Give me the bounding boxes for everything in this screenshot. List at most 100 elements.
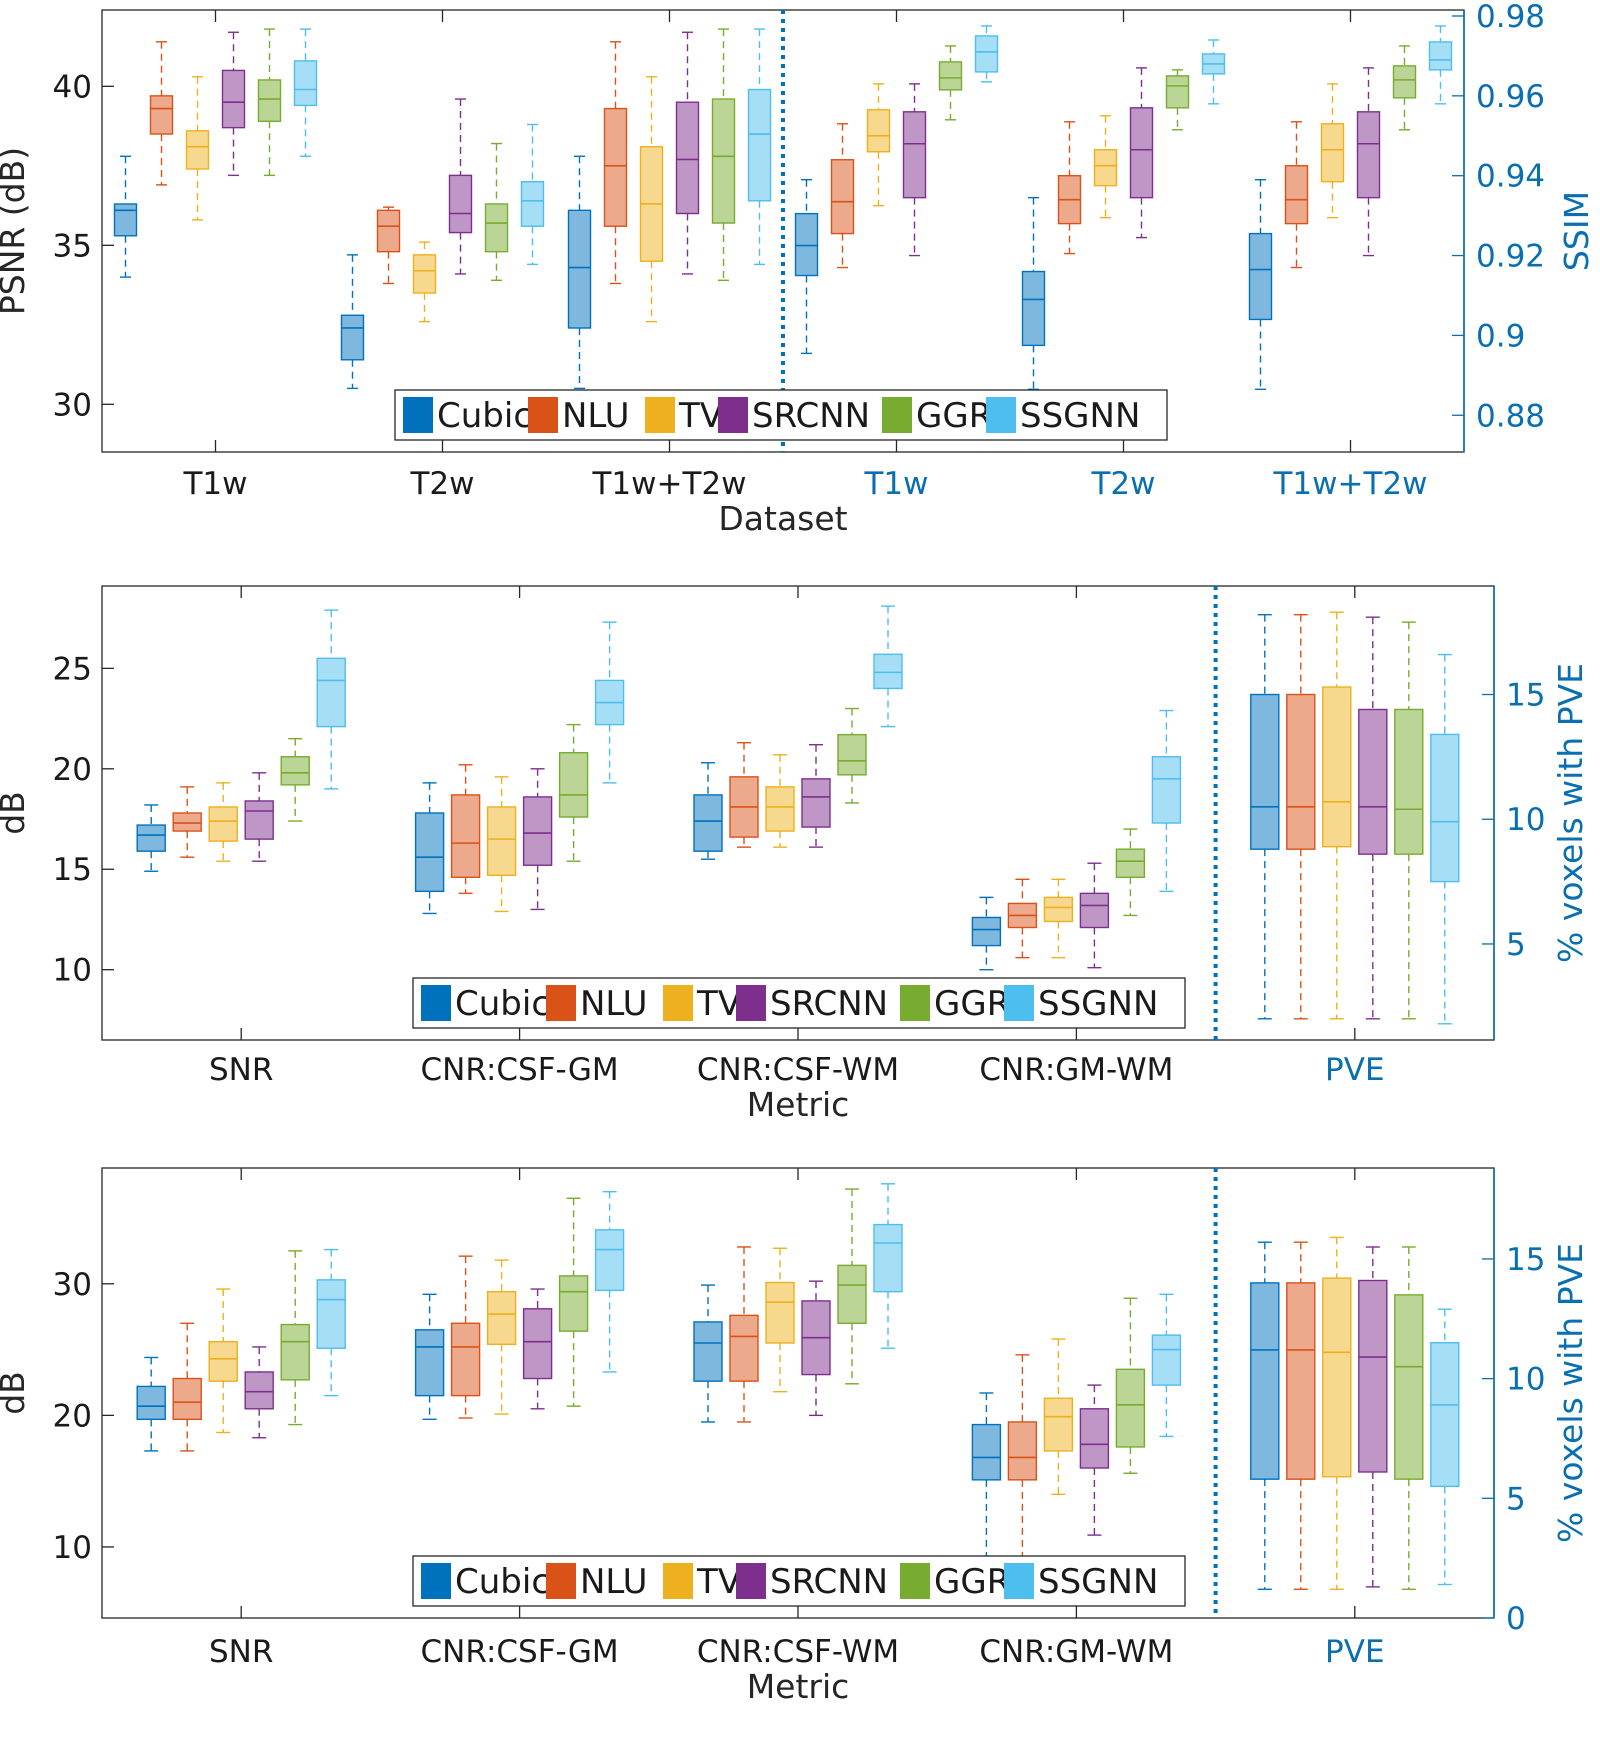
- legend-swatch-ggr: [900, 985, 930, 1021]
- box-ggr-0: [280, 1250, 310, 1426]
- box-body: [486, 1290, 517, 1346]
- box-body: [558, 1275, 589, 1332]
- left-axis-title: dB: [0, 1371, 32, 1415]
- box-ssgnn-0: [293, 28, 318, 157]
- left-tick-label: 15: [53, 852, 92, 888]
- box-ssgnn-4: [1430, 1308, 1460, 1586]
- box-body: [450, 1322, 481, 1397]
- box-body: [376, 209, 401, 253]
- box-nlu-2: [729, 1246, 759, 1423]
- left-tick-label: 25: [53, 651, 92, 687]
- legend-swatch-nlu: [546, 985, 576, 1021]
- category-label: T1w+T2w: [591, 466, 746, 502]
- box-body: [830, 159, 855, 235]
- box-cubic-2: [693, 1284, 723, 1423]
- right-tick-label: 0.92: [1476, 239, 1545, 275]
- legend: Cubic NLU TV SRCNN GGR SSGNN: [412, 1555, 1186, 1607]
- box-body: [450, 794, 481, 878]
- box-body: [1007, 1421, 1038, 1481]
- right-tick-label: 0: [1506, 1601, 1526, 1637]
- category-label: T2w: [1090, 466, 1155, 502]
- right-tick-label: 10: [1506, 802, 1545, 838]
- legend-swatch-tv: [645, 397, 675, 433]
- box-tv-3: [1043, 878, 1074, 959]
- x-axis-title: Dataset: [718, 499, 847, 538]
- box-srcnn-2: [675, 31, 700, 275]
- right-tick-label: 10: [1506, 1362, 1545, 1398]
- box-cubic-1: [414, 782, 445, 915]
- box-body: [1250, 693, 1280, 850]
- box-body: [136, 1385, 166, 1421]
- box-body: [974, 35, 999, 73]
- box-ssgnn-2: [873, 605, 903, 728]
- box-nlu-0: [149, 41, 174, 186]
- box-body: [486, 806, 517, 876]
- box-body: [414, 812, 445, 893]
- right-tick-label: 15: [1506, 1242, 1545, 1278]
- box-body: [1079, 1408, 1110, 1469]
- right-tick-label: 5: [1506, 1481, 1526, 1517]
- box-body: [729, 1314, 759, 1382]
- box-body: [1358, 708, 1388, 855]
- box-tv-4: [1322, 1236, 1352, 1590]
- left-axis-title: PSNR (dB): [0, 147, 32, 315]
- left-tick-label: 30: [53, 1267, 92, 1303]
- legend-label-ssgnn: SSGNN: [1038, 1562, 1158, 1602]
- box-cubic-4: [1250, 1241, 1280, 1590]
- legend-label-nlu: NLU: [562, 396, 630, 436]
- box-ggr-3: [1115, 828, 1146, 917]
- box-ssgnn-2: [873, 1183, 903, 1349]
- box-ssgnn-3: [1151, 1293, 1182, 1438]
- box-body: [1165, 75, 1190, 109]
- box-body: [1043, 1397, 1074, 1452]
- left-axis-title: dB: [0, 791, 32, 835]
- legend-box: [394, 389, 1168, 441]
- box-body: [1115, 1368, 1146, 1448]
- box-body: [1043, 896, 1074, 923]
- box-srcnn-3: [902, 83, 927, 257]
- legend-label-tv: TV: [696, 984, 741, 1024]
- box-body: [208, 806, 238, 842]
- box-body: [1079, 892, 1110, 929]
- box-body: [280, 756, 310, 786]
- box-srcnn-0: [244, 772, 274, 862]
- right-axis-title: % voxels with PVE: [1551, 663, 1590, 963]
- legend-swatch-tv: [663, 985, 693, 1021]
- legend-swatch-cubic: [421, 985, 451, 1021]
- box-ggr-1: [558, 723, 589, 862]
- legend-label-tv: TV: [696, 1562, 741, 1602]
- box-tv-0: [185, 76, 210, 221]
- box-srcnn-1: [522, 1288, 553, 1410]
- box-srcnn-0: [221, 31, 246, 177]
- box-body: [873, 653, 903, 690]
- legend-label-srcnn: SRCNN: [770, 984, 888, 1024]
- legend-label-srcnn: SRCNN: [770, 1562, 888, 1602]
- box-nlu-3: [1007, 878, 1038, 959]
- box-ssgnn-3: [1151, 709, 1182, 893]
- box-ssgnn-0: [316, 609, 346, 790]
- box-body: [1430, 1342, 1460, 1488]
- box-srcnn-3: [1079, 862, 1110, 969]
- box-body: [340, 314, 365, 361]
- box-cubic-1: [414, 1293, 445, 1421]
- box-ggr-0: [257, 28, 282, 177]
- box-ggr-3: [1115, 1297, 1146, 1474]
- legend: Cubic NLU TV SRCNN GGR SSGNN: [394, 389, 1168, 441]
- x-axis-title: Metric: [747, 1667, 850, 1706]
- box-body: [594, 1229, 625, 1292]
- box-body: [873, 1223, 903, 1293]
- box-body: [522, 1308, 553, 1380]
- box-tv-1: [486, 776, 517, 913]
- right-tick-label: 0.9: [1476, 318, 1525, 354]
- box-tv-0: [208, 782, 238, 862]
- box-body: [1394, 1294, 1424, 1480]
- box-nlu-3: [1007, 1354, 1038, 1561]
- box-srcnn-4: [1358, 616, 1388, 1020]
- box-body: [866, 109, 891, 153]
- box-body: [221, 69, 246, 129]
- right-axis-title: SSIM: [1557, 191, 1596, 271]
- box-body: [208, 1340, 238, 1382]
- box-tv-3: [866, 83, 891, 207]
- box-body: [172, 1377, 202, 1421]
- box-body: [1286, 1282, 1316, 1480]
